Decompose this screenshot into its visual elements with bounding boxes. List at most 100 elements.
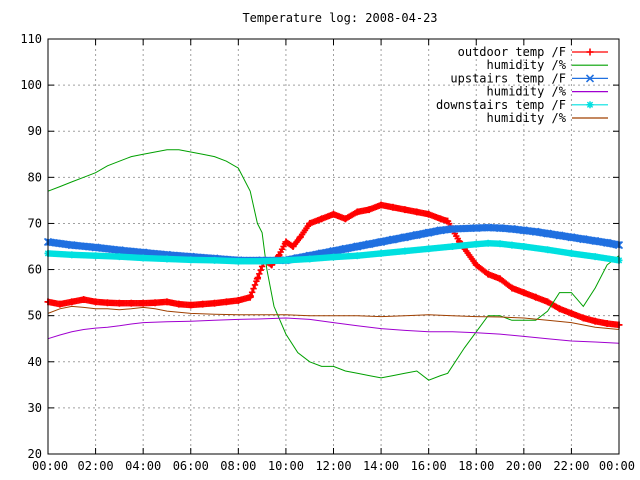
series-point	[531, 227, 540, 236]
y-tick-label: 20	[28, 447, 42, 461]
series-point	[484, 270, 492, 278]
series-point	[425, 210, 433, 218]
series-point	[199, 300, 207, 308]
series-point	[306, 219, 314, 227]
series-point	[444, 217, 452, 225]
series-point	[484, 239, 492, 247]
legend-marker	[586, 48, 594, 56]
series-point	[139, 299, 147, 307]
series-point	[365, 206, 373, 214]
series-point	[507, 224, 517, 234]
x-tick-label: 02:00	[78, 459, 114, 473]
series-point	[436, 226, 445, 235]
series-point	[567, 249, 575, 257]
legend-label: upstairs temp /F	[450, 71, 566, 85]
series-point	[258, 257, 266, 265]
legend-label: humidity /%	[487, 58, 567, 72]
legend-marker	[586, 101, 594, 109]
ticks: 20 30 40 50 60 70 80 90 100 110 00:00 02:00 04:00 06:…	[20, 32, 635, 473]
x-tick-label: 12:00	[315, 459, 351, 473]
legend-label: humidity /%	[487, 85, 567, 99]
y-tick-label: 90	[28, 124, 42, 138]
series-point	[425, 245, 433, 253]
y-tick-label: 80	[28, 170, 42, 184]
series-point	[330, 210, 337, 218]
legend-marker	[585, 74, 595, 83]
series-1	[44, 201, 623, 329]
series-point	[353, 208, 361, 216]
series-point	[579, 235, 588, 244]
series-layer	[43, 149, 624, 381]
series-point	[115, 253, 123, 261]
series-point	[257, 266, 264, 274]
legend-label: humidity /%	[487, 111, 567, 125]
series-point	[68, 251, 76, 259]
series-point	[163, 255, 171, 263]
series-point	[211, 256, 219, 264]
series-line	[47, 317, 620, 344]
series-point	[115, 246, 124, 255]
series-point	[567, 309, 575, 317]
series-point	[437, 215, 445, 223]
series-point	[187, 256, 195, 264]
series-point	[187, 301, 195, 309]
series-point	[472, 223, 481, 233]
series-point	[603, 238, 612, 247]
series-point	[448, 243, 456, 250]
series-point	[532, 293, 540, 301]
series-point	[388, 235, 398, 244]
series-point	[250, 285, 257, 292]
series-point	[508, 241, 516, 249]
series-point	[234, 257, 242, 265]
y-tick-label: 70	[28, 216, 42, 230]
series-point	[222, 298, 230, 306]
series-point	[389, 203, 397, 211]
series-point	[329, 247, 338, 256]
x-tick-label: 10:00	[268, 459, 304, 473]
series-line	[47, 305, 620, 330]
series-point	[613, 241, 622, 249]
series-point	[520, 289, 528, 297]
series-point	[519, 226, 528, 235]
x-tick-label: 00:00	[32, 459, 68, 473]
series-point	[80, 296, 88, 304]
series-point	[544, 298, 552, 306]
series-point	[211, 299, 219, 307]
series-point	[556, 305, 564, 313]
series-6	[47, 305, 620, 330]
series-line	[47, 149, 620, 381]
series-5	[44, 239, 623, 265]
series-point	[377, 249, 385, 257]
series-point	[175, 300, 183, 308]
series-point	[253, 275, 261, 283]
series-point	[341, 244, 350, 253]
series-point	[341, 215, 349, 223]
x-tick-label: 22:00	[553, 459, 589, 473]
series-4	[47, 317, 620, 344]
series-point	[56, 300, 64, 308]
series-point	[127, 299, 135, 307]
series-point	[91, 243, 100, 252]
x-tick-label: 18:00	[458, 459, 494, 473]
series-point	[603, 320, 611, 328]
x-tick-label: 16:00	[411, 459, 447, 473]
series-point	[400, 233, 409, 242]
legend-label: outdoor temp /F	[458, 45, 566, 59]
series-2	[47, 149, 620, 381]
y-tick-label: 30	[28, 401, 42, 415]
y-tick-label: 110	[20, 32, 42, 46]
x-tick-label: 14:00	[363, 459, 399, 473]
chart-title: Temperature log: 2008-04-23	[242, 11, 437, 25]
series-point	[68, 298, 76, 306]
series-point	[543, 229, 552, 238]
y-tick-label: 60	[28, 263, 42, 277]
series-point	[591, 317, 599, 325]
series-point	[251, 281, 259, 289]
series-point	[92, 252, 100, 260]
series-point	[353, 242, 362, 251]
series-point	[472, 240, 480, 248]
series-point	[139, 254, 147, 262]
series-point	[103, 299, 111, 307]
